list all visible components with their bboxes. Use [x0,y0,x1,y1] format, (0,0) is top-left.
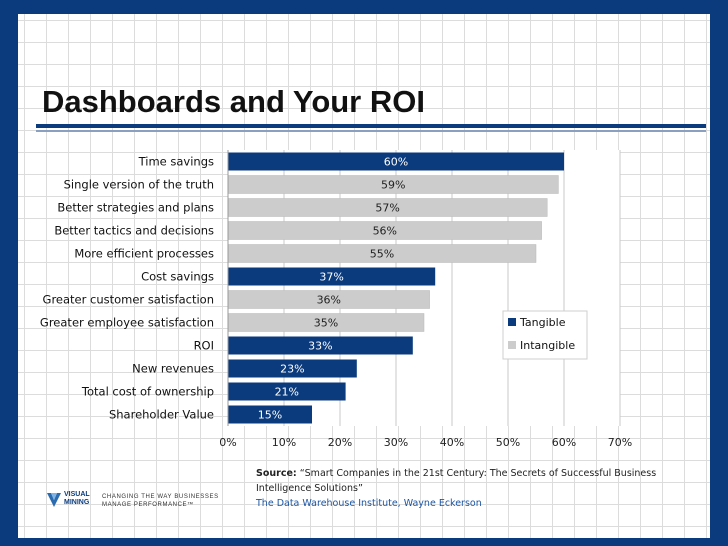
bar-value-label: 35% [314,317,338,330]
x-tick-label: 10% [272,436,296,449]
x-tick-label: 50% [496,436,520,449]
source-org: The Data Warehouse Institute, Wayne Ecke… [256,498,482,509]
category-label: Time savings [138,155,214,169]
tagline-line-1: CHANGING THE WAY BUSINESSES [102,494,219,500]
source-note: Source: “Smart Companies in the 21st Cen… [256,466,696,511]
x-tick-label: 0% [219,436,236,449]
category-label: Cost savings [141,270,214,284]
legend-box [502,310,588,360]
bar [228,405,312,424]
bar-value-label: 37% [319,271,343,284]
bar-value-label: 55% [370,248,394,261]
bar [228,336,413,355]
tagline-line-2: MANAGE PERFORMANCE™ [102,502,194,508]
plot-area [228,150,620,426]
category-label: More efficient processes [74,247,214,261]
category-label: Single version of the truth [64,178,214,192]
bar-value-label: 56% [373,225,397,238]
bar-value-label: 60% [384,156,408,169]
legend-label: Intangible [520,339,575,352]
logo-mark-icon [47,493,61,507]
title-rule [36,124,706,128]
category-label: Greater employee satisfaction [40,316,214,330]
x-tick-label: 20% [328,436,352,449]
title-rule-light [36,130,706,132]
logo-wordmark: VISUAL MINING [64,491,90,507]
category-label: Greater customer satisfaction [43,293,214,307]
legend-label: Tangible [519,316,566,329]
x-tick-label: 70% [608,436,632,449]
bar-value-label: 57% [375,202,399,215]
x-tick-label: 60% [552,436,576,449]
bar [228,267,436,286]
category-label: Better tactics and decisions [54,224,214,238]
slide-title: Dashboards and Your ROI [42,84,425,119]
category-label: New revenues [132,362,214,376]
category-label: Total cost of ownership [81,385,214,399]
slide: Dashboards and Your ROI 0% 10% 20% 30% 40% 50… [18,14,710,538]
bar-value-label: 23% [280,363,304,376]
bar-value-label: 21% [275,386,299,399]
bar-value-label: 59% [381,179,405,192]
x-tick-label: 40% [440,436,464,449]
bar-value-label: 15% [258,409,282,422]
logo-tagline: CHANGING THE WAY BUSINESSES MANAGE PERFO… [102,493,219,509]
legend-swatch [508,341,516,349]
x-tick-label: 30% [384,436,408,449]
bar-value-label: 33% [308,340,332,353]
bar-value-label: 36% [317,294,341,307]
visual-mining-logo: VISUAL MINING CHANGING THE WAY BUSINESSE… [46,488,246,518]
bar [228,152,564,171]
bar [228,382,346,401]
legend-swatch [508,318,516,326]
category-label: Shareholder Value [109,408,214,422]
source-label: Source: [256,468,297,479]
source-text: “Smart Companies in the 21st Century: Th… [256,468,657,494]
category-label: ROI [194,339,214,353]
roi-bar-chart: 0% 10% 20% 30% 40% 50% 60% 70% 60% Time savings 59… [40,150,632,449]
logo-line-2: MINING [64,499,90,506]
category-label: Better strategies and plans [57,201,214,215]
bar [228,359,357,378]
logo-line-1: VISUAL [64,491,90,498]
